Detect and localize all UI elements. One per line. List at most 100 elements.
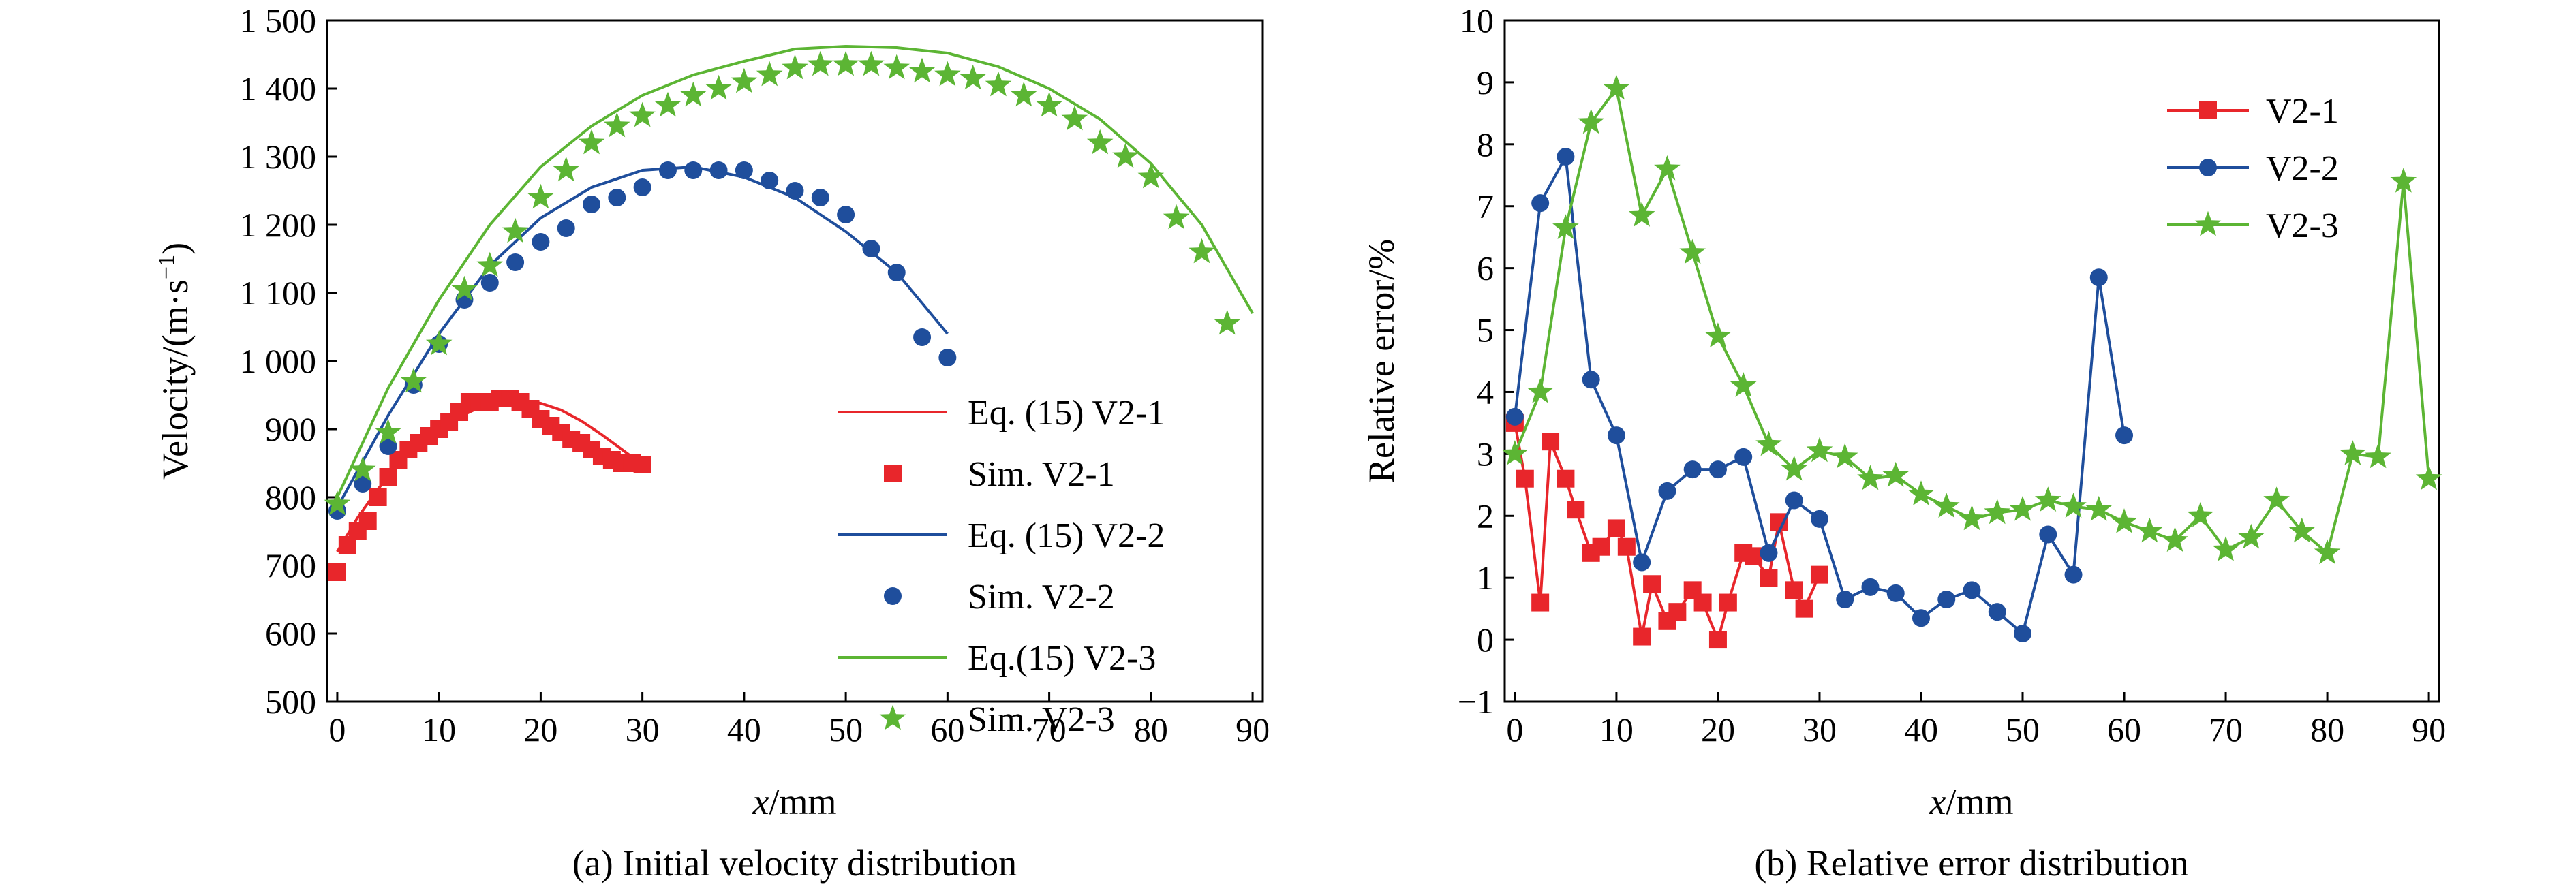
velocity-sim-v2-3-point	[400, 367, 427, 393]
velocity-legend-label: Eq. (15) V2-1	[968, 394, 1165, 433]
error-v2-3-point	[1527, 378, 1554, 403]
error-y-tick-label: 6	[1477, 249, 1494, 287]
error-v2-3-point	[2085, 495, 2113, 521]
error-v2-3-point	[1882, 461, 1909, 487]
velocity-sim-v2-3-point	[960, 64, 986, 90]
velocity-sim-v2-3-point	[832, 50, 859, 76]
velocity-sim-v2-2-point	[633, 178, 651, 196]
error-v2-1-point	[1693, 593, 1712, 612]
error-x-tick-label: 0	[1506, 710, 1523, 749]
velocity-sim-v2-3-point	[807, 50, 834, 76]
error-x-tick-label: 10	[1599, 710, 1634, 749]
velocity-sim-v2-1-point	[633, 456, 651, 473]
error-v2-3-point	[1755, 431, 1782, 456]
velocity-x-tick-label: 70	[1032, 710, 1067, 749]
error-v2-3-point	[1552, 214, 1579, 239]
error-y-tick-label: −1	[1458, 683, 1494, 721]
error-v2-1-line	[1513, 422, 1821, 644]
error-v2-3-point	[1781, 455, 1807, 481]
velocity-sim-v2-3-point	[1011, 81, 1037, 107]
velocity-x-tick-label: 90	[1236, 710, 1270, 749]
error-v2-1-point	[1633, 627, 1651, 646]
velocity-sim-v2-3-point	[1036, 91, 1062, 117]
error-v2-2-point	[1708, 460, 1727, 479]
velocity-sim-v2-3-point	[782, 54, 808, 80]
error-v2-3-point	[2288, 517, 2316, 543]
velocity-y-tick-label: 900	[265, 410, 316, 448]
error-v2-3-point	[2187, 502, 2214, 527]
velocity-sim-v2-3-point	[1086, 129, 1114, 155]
error-v2-3-point	[1831, 443, 1858, 469]
error-y-tick-label: 4	[1477, 373, 1494, 411]
velocity-y-tick-label: 1 100	[240, 274, 317, 312]
error-v2-1-point	[1643, 575, 1661, 593]
error-v2-3-point	[1501, 440, 1529, 465]
error-v2-2-point	[1810, 510, 1828, 528]
velocity-sim-v2-2-point	[786, 182, 804, 200]
velocity-plot-frame	[326, 19, 1264, 703]
error-v2-2-point	[1633, 553, 1651, 572]
velocity-panel: 0 10 20 30 40 50 60 70 80 90 500 600 700 800 900 1 000 1…	[154, 1, 1270, 884]
velocity-sim-v2-3-point	[604, 112, 630, 138]
velocity-sim-v2-2-point	[379, 437, 397, 455]
error-v2-2-point	[1658, 482, 1676, 500]
velocity-sim-v2-2-point	[761, 172, 779, 189]
error-series-group	[1501, 74, 2442, 649]
error-v2-1-point	[1719, 593, 1737, 612]
velocity-sim-v2-3-point	[553, 156, 579, 182]
error-x-tick-label: 80	[2310, 710, 2344, 749]
velocity-sim-v2-2-point	[532, 233, 550, 251]
velocity-sim-v2-2-point	[862, 240, 880, 257]
velocity-eq-15-v2-3-curve	[336, 44, 1254, 498]
error-v2-3-point	[2390, 168, 2417, 193]
velocity-legend-label: Eq.(15) V2-3	[968, 639, 1156, 678]
velocity-x-tick-label: 40	[727, 710, 761, 749]
error-v2-1-point	[1785, 581, 1803, 599]
velocity-x-axis-label: x/mm	[752, 781, 837, 822]
error-v2-2-point	[1557, 148, 1575, 166]
error-legend-marker	[2199, 101, 2217, 119]
error-v2-2-point	[1734, 448, 1753, 466]
velocity-sim-v2-3-point	[476, 251, 504, 277]
error-caption: (b) Relative error distribution	[1754, 843, 2188, 884]
velocity-sim-v2-2-point	[938, 349, 957, 366]
velocity-sim-v2-3-point	[451, 275, 478, 301]
velocity-x-tick-label: 0	[328, 710, 346, 749]
error-v2-3-point	[1654, 155, 1681, 181]
velocity-sim-v2-3-point	[1163, 204, 1190, 230]
error-v2-3-point	[2365, 443, 2391, 469]
velocity-sim-v2-2-point	[557, 219, 575, 237]
velocity-y-tick-label: 1 000	[240, 342, 317, 380]
error-v2-3-point	[1933, 493, 1960, 518]
error-v2-2-point	[1836, 591, 1854, 608]
velocity-legend: Eq. (15) V2-1 Sim. V2-1 Eq. (15) V2-2 Sim. …	[838, 394, 1165, 739]
error-v2-1-point	[1617, 537, 1636, 556]
error-v2-2-point	[2064, 565, 2083, 584]
error-v2-2-point	[1886, 584, 1905, 602]
error-x-tick-label: 30	[1803, 710, 1837, 749]
error-v2-1-point	[1760, 569, 1778, 587]
error-v2-2-point	[2089, 268, 2108, 287]
error-v2-3-point	[2136, 517, 2163, 543]
error-v2-2-point	[1582, 371, 1600, 389]
error-v2-3-point	[1857, 465, 1884, 490]
error-v2-1-point	[1810, 565, 1828, 584]
error-v2-2-point	[1531, 194, 1550, 213]
error-v2-3-point	[1704, 322, 1732, 348]
velocity-sim-v2-2-point	[684, 161, 703, 179]
velocity-caption: (a) Initial velocity distribution	[572, 843, 1017, 884]
velocity-sim-v2-2-point	[735, 161, 753, 179]
error-v2-2-point	[1505, 407, 1524, 426]
error-v2-1-point	[1708, 631, 1727, 649]
error-v2-2-point	[1785, 491, 1803, 510]
error-v2-1-point	[1531, 593, 1550, 612]
velocity-sim-v2-2-point	[709, 161, 728, 179]
velocity-sim-v2-3-point	[654, 91, 681, 117]
velocity-x-tick-label: 20	[523, 710, 557, 749]
error-x-tick-label: 70	[2209, 710, 2243, 749]
error-v2-2-point	[1760, 544, 1778, 562]
velocity-sim-v2-3-point	[1112, 142, 1139, 168]
velocity-sim-v2-3-point	[1214, 309, 1241, 335]
velocity-sim-v2-2-point	[354, 475, 372, 493]
